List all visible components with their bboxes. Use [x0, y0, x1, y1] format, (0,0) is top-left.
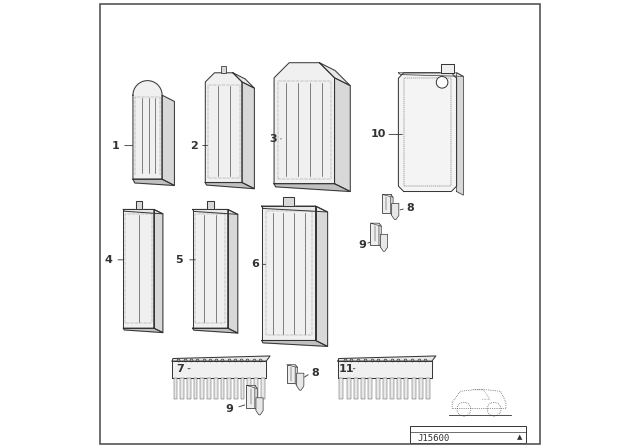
Bar [410, 426, 526, 443]
Polygon shape [319, 63, 350, 86]
Polygon shape [227, 378, 231, 399]
Text: 9: 9 [225, 404, 234, 414]
Polygon shape [371, 223, 381, 226]
Text: 2: 2 [190, 141, 198, 151]
Polygon shape [382, 194, 390, 213]
Polygon shape [221, 378, 224, 399]
Polygon shape [254, 378, 258, 399]
Polygon shape [380, 234, 388, 251]
Polygon shape [154, 210, 163, 332]
Polygon shape [335, 78, 350, 192]
Polygon shape [404, 378, 408, 399]
Text: 9: 9 [358, 240, 367, 250]
Polygon shape [172, 361, 266, 378]
Text: 11: 11 [338, 364, 354, 374]
Text: 3: 3 [269, 134, 276, 144]
Polygon shape [297, 373, 304, 390]
Polygon shape [207, 201, 214, 210]
Polygon shape [287, 365, 298, 367]
Polygon shape [228, 210, 238, 333]
Polygon shape [376, 378, 380, 399]
Polygon shape [180, 378, 184, 399]
Polygon shape [426, 378, 430, 399]
Polygon shape [316, 206, 328, 346]
Polygon shape [339, 378, 343, 399]
Polygon shape [246, 385, 255, 408]
Polygon shape [194, 378, 197, 399]
Polygon shape [371, 223, 379, 245]
Polygon shape [136, 201, 141, 210]
Text: 5: 5 [175, 255, 182, 265]
Polygon shape [262, 206, 328, 212]
Polygon shape [241, 378, 244, 399]
Polygon shape [457, 73, 463, 195]
Polygon shape [133, 81, 162, 179]
Polygon shape [207, 378, 211, 399]
Polygon shape [133, 179, 175, 185]
Polygon shape [274, 184, 350, 192]
Polygon shape [441, 65, 454, 73]
Polygon shape [398, 73, 457, 192]
Text: 4: 4 [104, 255, 113, 265]
Polygon shape [262, 340, 328, 346]
Polygon shape [255, 385, 257, 411]
Text: ▲: ▲ [516, 434, 522, 440]
Polygon shape [246, 385, 257, 389]
Polygon shape [133, 81, 175, 102]
Text: 8: 8 [406, 203, 414, 213]
Polygon shape [274, 63, 335, 184]
Polygon shape [262, 206, 316, 340]
Text: 10: 10 [371, 129, 386, 139]
Bar [221, 66, 226, 73]
Polygon shape [162, 95, 175, 185]
Polygon shape [261, 378, 264, 399]
Polygon shape [398, 73, 463, 77]
Polygon shape [124, 210, 154, 328]
Polygon shape [205, 183, 254, 189]
Polygon shape [392, 203, 399, 220]
Polygon shape [234, 378, 237, 399]
Polygon shape [284, 197, 294, 206]
Polygon shape [368, 378, 372, 399]
Polygon shape [172, 356, 270, 361]
Polygon shape [361, 378, 365, 399]
Polygon shape [338, 361, 432, 378]
Text: 1: 1 [111, 141, 119, 151]
Polygon shape [205, 73, 242, 183]
Circle shape [436, 77, 448, 88]
Polygon shape [397, 378, 401, 399]
Polygon shape [383, 378, 387, 399]
Polygon shape [347, 378, 351, 399]
Polygon shape [382, 194, 393, 197]
Polygon shape [390, 378, 394, 399]
Polygon shape [242, 82, 254, 189]
Polygon shape [193, 210, 238, 215]
Polygon shape [354, 378, 358, 399]
Polygon shape [338, 356, 436, 361]
Text: 8: 8 [311, 368, 319, 378]
Polygon shape [379, 223, 381, 248]
Text: 7: 7 [177, 364, 184, 374]
Polygon shape [287, 365, 295, 383]
Polygon shape [124, 328, 163, 332]
Polygon shape [187, 378, 191, 399]
Polygon shape [200, 378, 204, 399]
Text: J15600: J15600 [418, 434, 450, 443]
Polygon shape [412, 378, 416, 399]
Text: 6: 6 [251, 259, 259, 269]
Polygon shape [390, 194, 393, 216]
Polygon shape [295, 365, 298, 386]
Polygon shape [233, 73, 254, 88]
Polygon shape [124, 210, 163, 214]
Polygon shape [256, 398, 263, 415]
Polygon shape [214, 378, 218, 399]
Polygon shape [248, 378, 251, 399]
Polygon shape [173, 378, 177, 399]
Polygon shape [193, 210, 228, 328]
Polygon shape [193, 328, 238, 333]
Polygon shape [419, 378, 423, 399]
